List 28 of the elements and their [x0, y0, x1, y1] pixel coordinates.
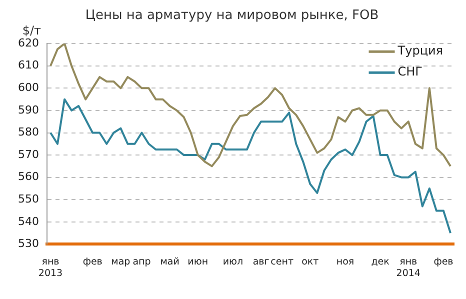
x-tick-label: мар [111, 256, 130, 268]
y-tick-label: 570 [18, 148, 39, 161]
y-tick-label: 580 [18, 126, 39, 139]
y-tick-label: 610 [18, 58, 39, 72]
x-tick-label: сент [270, 256, 294, 268]
y-tick-label: 560 [18, 170, 39, 184]
x-tick-label: окт [302, 256, 320, 268]
x-tick-label: фев [82, 256, 103, 268]
x-tick-label: июл [222, 256, 244, 268]
x-tick-label: янв 2013 [38, 256, 63, 279]
y-tick-label: 530 [18, 237, 39, 250]
y-tick-label: 600 [18, 81, 39, 94]
x-tick-label: май [160, 256, 180, 268]
y-tick-label: 590 [18, 103, 39, 116]
x-tick-label: авг [252, 256, 270, 268]
x-tick-label: янв 2014 [396, 256, 420, 279]
x-tick-label: июн [188, 256, 208, 268]
legend-label: СНГ [398, 64, 422, 79]
legend-label: Турция [396, 44, 443, 58]
x-tick-label: ноя [336, 256, 354, 268]
x-tick-label: дек [371, 256, 390, 268]
y-tick-label: 550 [18, 192, 39, 206]
x-tick-label: фев [434, 256, 454, 268]
x-tick-label: апр [132, 256, 151, 268]
y-tick-label: 540 [18, 214, 39, 228]
y-tick-label: 620 [18, 36, 39, 50]
y-axis-title: $/т [22, 24, 41, 38]
chart-title: Цены на арматуру на мировом рынке, FOB [85, 8, 379, 24]
